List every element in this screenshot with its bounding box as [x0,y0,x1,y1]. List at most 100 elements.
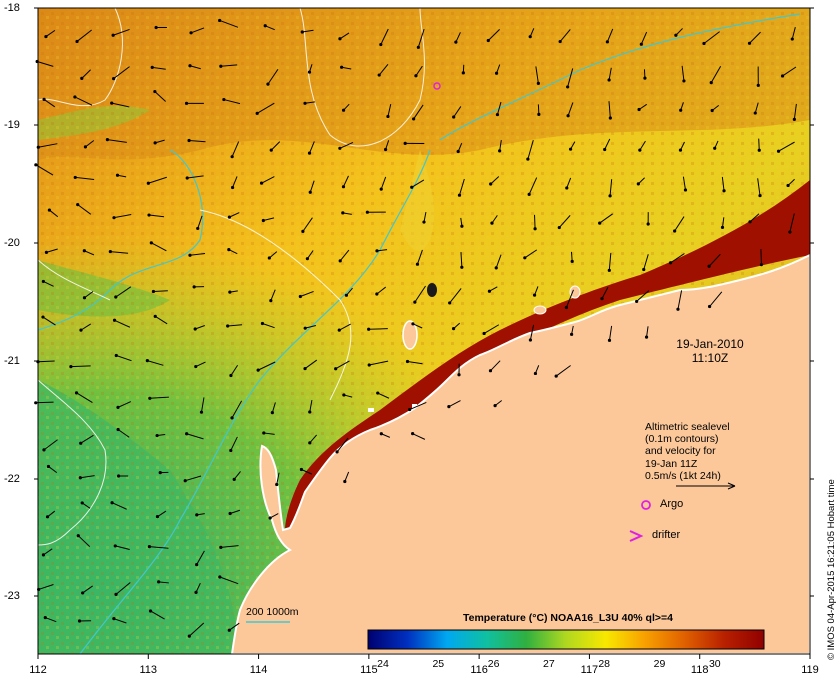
velocity-arrow [83,140,95,149]
colorbar-tick-label: 26 [487,658,500,670]
velocity-arrow [151,289,168,294]
velocity-arrow [337,323,351,332]
velocity-arrow [147,213,165,218]
colorbar [367,629,765,650]
velocity-arrow [713,140,719,150]
velocity-arrow [147,545,169,549]
longitude-label: 116 [470,664,488,676]
axis-ticks [34,7,814,659]
velocity-arrow [344,287,353,297]
velocity-arrow [537,104,541,116]
velocity-arrow [554,365,571,378]
velocity-arrow [338,249,350,263]
velocity-arrow [261,217,275,223]
velocity-arrow [786,178,795,188]
velocity-arrow [681,65,686,83]
velocity-arrow [34,401,54,405]
velocity-arrow [710,104,720,113]
velocity-arrow [532,286,539,297]
velocity-arrow [69,365,91,369]
velocity-arrow [759,249,764,267]
latitude-label: -19 [4,119,20,131]
velocity-arrow [533,214,537,231]
altimetry-note-line: 19-Jan 11Z [645,457,698,470]
velocity-arrow [183,475,202,483]
velocity-arrow [219,545,239,550]
velocity-arrow [308,399,313,414]
velocity-arrow [299,467,313,475]
velocity-arrow [558,29,571,44]
velocity-arrow [679,102,684,112]
velocity-arrow [270,402,276,415]
velocity-arrow [413,285,426,304]
velocity-arrows [34,18,797,638]
velocity-arrow [194,361,206,369]
velocity-arrow [301,217,313,233]
velocity-arrow [149,241,167,252]
velocity-arrow [379,432,391,438]
velocity-arrow [557,215,571,230]
velocity-arrow [255,102,275,115]
velocity-arrow [456,142,463,154]
velocity-arrow [145,359,164,366]
velocity-arrow [457,363,461,377]
velocity-arrow [269,141,281,152]
velocity-arrow [607,67,612,82]
velocity-arrow [780,66,797,78]
velocity-arrow [639,31,648,46]
velocity-arrow [150,65,166,70]
colorbar-title: Temperature (°C) NOAA16_L3U 40% ql>=4 [463,612,673,624]
velocity-arrow [228,290,238,294]
velocity-arrow [451,322,461,331]
velocity-arrow [528,324,535,342]
velocity-arrow [405,359,423,365]
velocity-arrow [411,432,426,440]
velocity-arrow [646,212,650,226]
velocity-arrow [676,290,683,311]
velocity-arrow [637,103,648,112]
velocity-arrow [110,501,127,510]
velocity-arrow [600,286,609,301]
velocity-arrow [192,285,205,289]
velocity-arrow [642,254,649,272]
velocity-arrow [412,104,424,121]
velocity-arrow [219,64,238,68]
velocity-arrow [111,28,130,37]
velocity-arrow [523,249,538,260]
velocity-arrow [367,327,388,331]
latitude-label: -23 [4,590,20,602]
longitude-label: 117 [580,664,599,676]
velocity-arrow [41,548,53,557]
velocity-arrow [34,163,54,176]
velocity-arrow [709,66,722,85]
velocity-arrow [570,325,574,336]
velocity-arrow [78,475,95,480]
velocity-arrow [494,64,501,75]
velocity-arrow [678,141,685,152]
velocity-arrow [45,510,56,519]
velocity-arrow [77,619,92,623]
velocity-arrow [533,365,540,376]
velocity-arrow [702,31,720,46]
velocity-arrow [448,288,462,305]
velocity-arrow [148,396,169,400]
velocity-arrow [495,101,502,117]
velocity-arrow [185,175,204,180]
longitude-label: 112 [29,664,47,676]
velocity-arrow [47,208,59,218]
velocity-arrow [527,177,538,196]
velocity-arrow [410,179,425,189]
velocity-arrow [308,180,315,194]
velocity-arrow [79,434,94,445]
velocity-arrow [303,359,318,371]
velocity-arrow [566,68,574,89]
velocity-arrow [112,213,132,220]
velocity-arrow [447,400,461,409]
velocity-arrow [415,249,423,266]
velocity-arrow [44,248,58,254]
latitude-label: -22 [4,473,20,485]
colorbar-tick-label: 29 [653,658,666,670]
velocity-arrow [494,254,502,270]
velocity-arrow [486,29,500,43]
altimetry-note-line: 0.5m/s (1kt 24h) [645,469,721,482]
